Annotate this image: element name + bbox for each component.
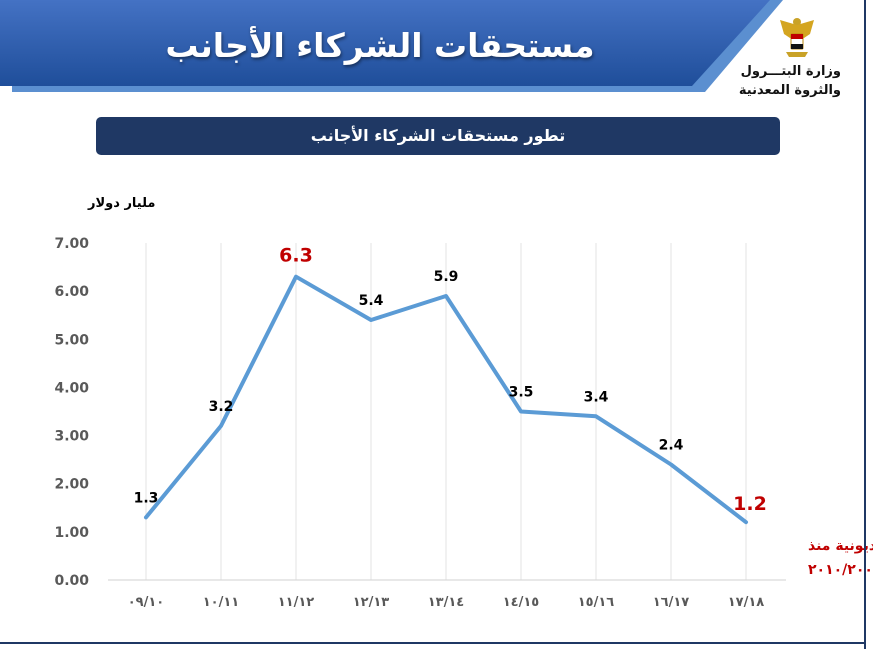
y-tick-label: 2.00 [54,477,89,493]
x-tick-label: ١٧/١٨ [728,595,765,610]
y-tick-label: 5.00 [54,332,89,348]
y-tick-label: 7.00 [54,236,89,252]
y-tick-label: 0.00 [54,573,89,589]
chart-title-bar [96,117,780,155]
x-tick-label: ١٠/١١ [203,595,240,610]
y-tick-label: 4.00 [54,380,89,396]
x-tick-label: ١١/١٢ [278,595,315,610]
x-tick-label: ١٤/١٥ [503,595,540,610]
y-axis-title: مليار دولار [87,196,155,211]
title-banner [0,0,770,86]
y-tick-label: 3.00 [54,429,89,445]
data-label: 1.2 [733,493,767,515]
annotation-line1: أقل رصيد للمديونية منذ [808,536,873,554]
x-tick-label: ١٦/١٧ [653,595,690,610]
data-label: 3.2 [209,399,234,415]
data-label: 2.4 [659,437,684,453]
data-label: 3.5 [509,385,534,401]
page-title: مستحقات الشركاء الأجانب [165,26,595,65]
annotation-line2: عام ٢٠١٠/٢٠٠٩ [808,562,873,578]
egypt-eagle-emblem-icon [780,18,814,57]
chart-title: تطور مستحقات الشركاء الأجانب [310,126,566,145]
slide-frame-bottom [0,642,866,644]
data-label: 6.3 [279,245,313,267]
y-tick-label: 6.00 [54,284,89,300]
series-line [144,274,748,525]
data-label: 3.4 [584,389,609,405]
ministry-name-line1: وزارة البتـــرول [740,64,841,79]
data-label: 5.4 [359,293,384,309]
data-label: 5.9 [434,269,459,285]
x-tick-label: ١٢/١٣ [353,595,390,610]
x-tick-label: ٠٩/١٠ [128,595,165,610]
data-label: 1.3 [134,490,159,506]
slide-frame-right [864,0,866,649]
y-tick-label: 1.00 [54,525,89,541]
ministry-name-line2: والثروة المعدنية [738,83,841,98]
x-tick-label: ١٥/١٦ [578,595,615,610]
x-tick-label: ١٣/١٤ [428,595,465,610]
